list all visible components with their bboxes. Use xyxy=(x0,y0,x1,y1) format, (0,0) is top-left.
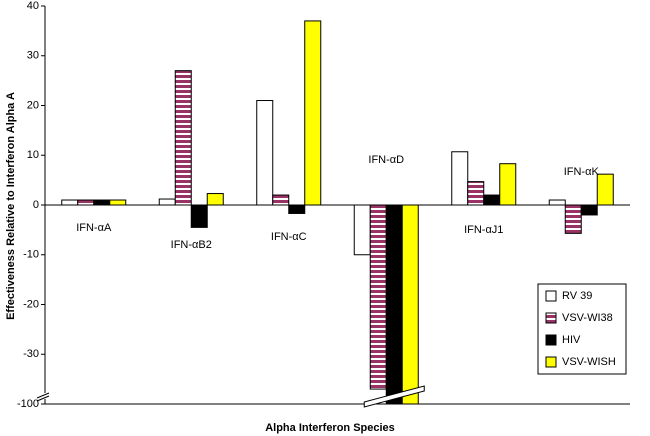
bar xyxy=(499,163,517,206)
axis-break xyxy=(39,393,51,399)
bar xyxy=(174,70,192,206)
bar xyxy=(190,204,208,228)
bar xyxy=(564,204,582,234)
axis-break xyxy=(36,392,50,399)
category-label: IFN-αJ1 xyxy=(464,224,503,236)
category-label: IFN-αB2 xyxy=(171,239,212,251)
y-tick-label: 20 xyxy=(27,99,39,111)
legend-label: VSV-WI38 xyxy=(562,312,613,324)
bar xyxy=(467,181,485,206)
bar xyxy=(272,194,290,206)
bar xyxy=(77,199,95,206)
x-axis-title: Alpha Interferon Species xyxy=(265,422,395,434)
category-label: IFN-αC xyxy=(271,231,307,243)
bar xyxy=(206,193,224,206)
bar xyxy=(483,194,501,206)
bar xyxy=(369,204,387,390)
y-tick-label: 0 xyxy=(33,199,39,211)
category-label: IFN-αA xyxy=(76,222,112,234)
category-label: IFN-αK xyxy=(564,166,600,178)
bar xyxy=(158,198,176,206)
bar xyxy=(109,199,127,206)
y-tick-label: 40 xyxy=(27,0,39,12)
legend-label: HIV xyxy=(562,334,581,346)
bar xyxy=(451,151,469,206)
legend-swatch xyxy=(545,356,557,368)
bar xyxy=(256,100,274,206)
legend-swatch xyxy=(545,334,557,346)
bar xyxy=(385,204,403,405)
legend-swatch xyxy=(545,290,557,302)
bar xyxy=(93,199,111,206)
bar xyxy=(548,199,566,206)
bar xyxy=(304,20,322,206)
category-label: IFN-αD xyxy=(368,154,404,166)
y-tick-label: 10 xyxy=(27,149,39,161)
bar xyxy=(288,204,306,214)
legend-label: RV 39 xyxy=(562,290,592,302)
y-tick-label: -10 xyxy=(23,249,39,261)
legend-label: VSV-WISH xyxy=(562,356,616,368)
bar xyxy=(61,199,79,206)
axis-break xyxy=(36,395,50,402)
bar xyxy=(596,173,614,206)
bar xyxy=(401,204,419,405)
y-axis-title: Effectiveness Relative to Interferon Alp… xyxy=(5,92,17,320)
y-tick-label: -30 xyxy=(23,348,39,360)
bar xyxy=(580,204,598,216)
bar xyxy=(353,204,371,256)
y-tick-label: -100 xyxy=(17,398,39,410)
y-tick-label: -20 xyxy=(23,298,39,310)
y-tick-label: 30 xyxy=(27,50,39,62)
axis-break xyxy=(363,385,425,408)
legend-swatch xyxy=(545,312,557,324)
